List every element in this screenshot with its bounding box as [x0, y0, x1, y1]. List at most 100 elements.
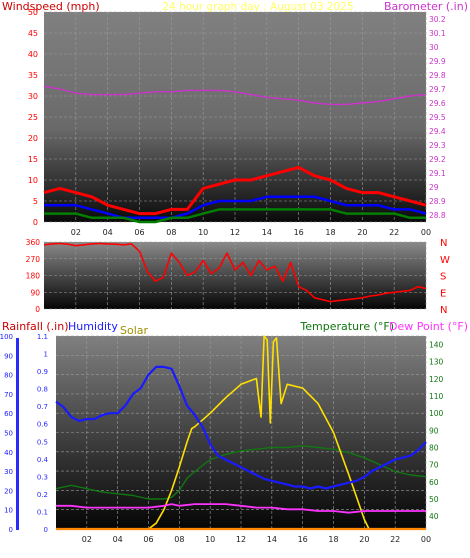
rainfall-tick-label: 0: [44, 526, 48, 534]
barometer-tick-label: 29.7: [429, 85, 446, 94]
barometer-tick-label: 29.1: [429, 169, 446, 178]
direction-y-tick-label: 0: [35, 305, 40, 314]
wind-y-tick-label: 30: [28, 92, 38, 101]
barometer-tick-label: 29.3: [429, 141, 446, 150]
wind-x-tick-label: 00: [421, 228, 431, 237]
humidity-tick-label: 50: [4, 430, 13, 438]
wind-x-tick-label: 02: [71, 228, 81, 237]
barometer-tick-label: 30: [429, 43, 439, 52]
temperature-axis-title: Temperature (°F): [299, 320, 394, 333]
wind-y-tick-label: 0: [33, 218, 38, 227]
temperature-tick-label: 80: [429, 444, 439, 453]
direction-y-tick-label: 270: [26, 255, 41, 264]
humidity-tick-label: 10: [4, 507, 13, 515]
rainfall-tick-label: 0.2: [37, 491, 48, 499]
rainfall-axis-bar: [16, 338, 19, 530]
barometer-tick-label: 30.1: [429, 29, 446, 38]
barometer-tick-label: 29: [429, 183, 439, 192]
rainfall-tick-label: 0.5: [37, 438, 48, 446]
wind-x-tick-label: 06: [134, 228, 144, 237]
climate-x-tick-label: 14: [267, 535, 277, 544]
rainfall-tick-label: 0.8: [37, 386, 48, 394]
climate-x-tick-label: 16: [298, 535, 308, 544]
wind-y-tick-label: 15: [28, 155, 38, 164]
compass-tick-label: W: [440, 255, 450, 266]
barometer-tick-label: 29.6: [429, 99, 446, 108]
climate-x-tick-label: 22: [390, 535, 400, 544]
humidity-tick-label: 60: [4, 410, 13, 418]
average-line: [44, 208, 426, 224]
compass-tick-label: S: [440, 272, 446, 283]
temperature-tick-label: 90: [429, 426, 439, 435]
wind-x-tick-label: 20: [357, 228, 367, 237]
barometer-tick-label: 29.8: [429, 71, 446, 80]
wind-x-tick-label: 14: [262, 228, 272, 237]
temperature-tick-label: 40: [429, 512, 439, 521]
temperature-line: [55, 445, 427, 500]
barometer-line: [43, 85, 427, 106]
gust-line: [44, 195, 427, 220]
temperature-tick-label: 100: [429, 409, 444, 418]
climate-x-tick-label: 08: [174, 535, 184, 544]
climate-series: [55, 335, 427, 531]
climate-tick-labels: 02 04 06 08 10 12 14 16 18 20 22 001009080706050403…: [0, 333, 444, 544]
wind-y-tick-label: 10: [28, 176, 38, 185]
climate-x-tick-label: 00: [421, 535, 431, 544]
dewpoint-axis-title: Dew Point (°F): [389, 320, 468, 333]
temperature-tick-label: 50: [429, 495, 439, 504]
direction-series: [43, 242, 427, 303]
climate-x-tick-label: 18: [328, 535, 338, 544]
rainfall-tick-label: 1: [44, 351, 48, 359]
temperature-tick-label: 140: [429, 341, 444, 350]
wind-x-tick-label: 12: [230, 228, 240, 237]
barometer-tick-label: 28.8: [429, 211, 446, 220]
humidity-tick-label: 30: [4, 468, 13, 476]
wind-series: [43, 85, 427, 224]
humidity-line: [55, 365, 427, 490]
rainfall-axis-title: Rainfall (.in): [2, 320, 69, 333]
rainfall-tick-label: 0.3: [37, 473, 48, 481]
wind-tick-labels: 02 04 06 08 10 12 14 16 18 20 22 005045403530252015…: [28, 8, 446, 237]
barometer-tick-label: 29.2: [429, 155, 446, 164]
windspeed-line: [43, 165, 427, 216]
wind-y-tick-label: 5: [33, 197, 38, 206]
rainfall-tick-label: 0.9: [37, 368, 48, 376]
climate-x-tick-label: 12: [236, 535, 246, 544]
climate-x-tick-label: 10: [205, 535, 215, 544]
wind-direction-line: [43, 242, 427, 303]
direction-y-tick-label: 90: [30, 288, 40, 297]
direction-y-tick-label: 180: [26, 272, 41, 281]
climate-x-tick-label: 20: [359, 535, 369, 544]
wind-x-tick-label: 04: [103, 228, 113, 237]
rainfall-tick-label: 0.4: [37, 456, 49, 464]
temperature-tick-label: 120: [429, 375, 444, 384]
wind-x-tick-label: 10: [198, 228, 208, 237]
windspeed-axis-title: Windspeed (mph): [2, 0, 100, 13]
humidity-axis-title: Humidity: [68, 320, 118, 333]
wind-y-tick-label: 50: [28, 8, 38, 17]
wind-x-tick-label: 18: [325, 228, 335, 237]
wind-y-tick-label: 40: [28, 50, 38, 59]
wind-x-tick-label: 22: [389, 228, 399, 237]
chart-title: 24 hour graph day : August 03 2025: [162, 1, 353, 13]
humidity-tick-label: 40: [4, 449, 13, 457]
barometer-axis-title: Barometer (.in): [384, 0, 468, 13]
climate-x-tick-label: 06: [143, 535, 153, 544]
temperature-tick-label: 110: [429, 392, 444, 401]
humidity-tick-label: 70: [4, 391, 13, 399]
rainfall-tick-label: 0.7: [37, 403, 48, 411]
solar-axis-title: Solar: [120, 324, 149, 337]
barometer-tick-label: 29.9: [429, 57, 446, 66]
direction-y-tick-label: 360: [26, 238, 41, 247]
rainfall-tick-label: 0.6: [37, 421, 49, 429]
temperature-tick-label: 130: [429, 358, 444, 367]
wind-y-tick-label: 20: [28, 134, 38, 143]
compass-tick-label: E: [440, 288, 446, 299]
compass-tick-label: N: [440, 238, 447, 249]
compass-tick-label: N: [440, 305, 447, 316]
humidity-tick-label: 80: [4, 372, 13, 380]
temperature-tick-label: 60: [429, 478, 439, 487]
wind-y-tick-label: 25: [28, 113, 38, 122]
rainfall-tick-label: 0.1: [37, 508, 48, 516]
